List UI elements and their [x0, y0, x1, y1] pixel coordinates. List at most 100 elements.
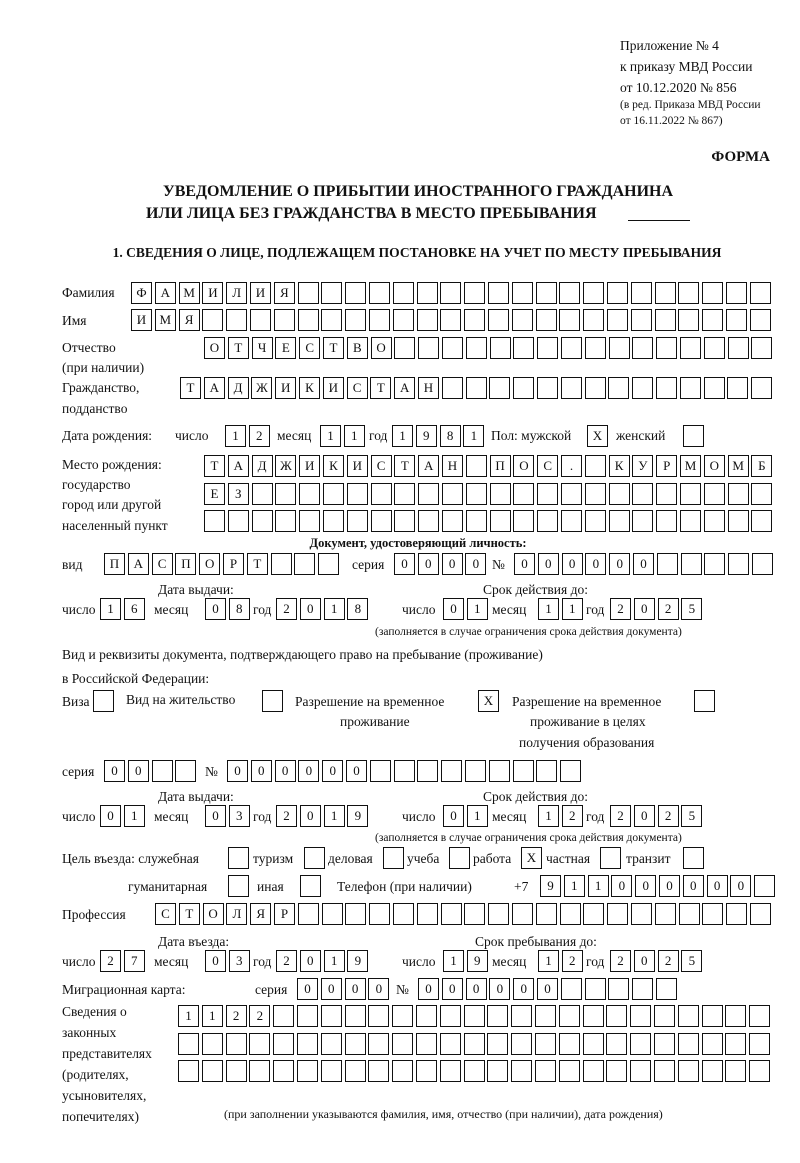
char-box[interactable] [513, 483, 535, 505]
char-box[interactable] [703, 510, 725, 532]
char-box[interactable] [677, 1005, 699, 1027]
char-box[interactable] [345, 282, 367, 304]
char-box[interactable] [344, 1060, 366, 1082]
char-box[interactable]: 2 [276, 805, 297, 827]
char-box[interactable] [323, 510, 344, 532]
birthplace-field-3[interactable] [204, 510, 775, 532]
char-box[interactable] [584, 510, 606, 532]
char-box[interactable] [321, 309, 343, 331]
char-box[interactable]: О [204, 337, 225, 359]
char-box[interactable] [299, 483, 321, 505]
purpose-business-checkbox[interactable] [383, 847, 407, 869]
char-box[interactable]: А [227, 455, 249, 477]
char-box[interactable] [513, 377, 535, 399]
purpose-transit-checkbox[interactable] [683, 847, 707, 869]
char-box[interactable]: 9 [540, 875, 561, 897]
char-box[interactable]: 1 [178, 1005, 199, 1027]
char-box[interactable] [416, 903, 438, 925]
char-box[interactable] [270, 553, 292, 575]
char-box[interactable] [701, 1033, 723, 1055]
char-box[interactable] [754, 875, 776, 897]
char-box[interactable]: 5 [681, 598, 703, 620]
char-box[interactable] [679, 377, 701, 399]
char-box[interactable] [297, 1060, 318, 1082]
char-box[interactable] [368, 1033, 390, 1055]
char-box[interactable] [607, 903, 629, 925]
char-box[interactable] [202, 309, 224, 331]
char-box[interactable] [656, 510, 678, 532]
char-box[interactable]: Т [204, 455, 225, 477]
char-box[interactable]: 0 [320, 978, 342, 1000]
char-box[interactable] [464, 903, 486, 925]
char-box[interactable]: Н [418, 377, 439, 399]
char-box[interactable]: 2 [657, 598, 679, 620]
char-box[interactable] [93, 690, 114, 712]
char-box[interactable]: 9 [347, 950, 369, 972]
char-box[interactable] [511, 1005, 533, 1027]
char-box[interactable] [370, 483, 392, 505]
char-box[interactable] [439, 1005, 461, 1027]
char-box[interactable] [656, 553, 678, 575]
char-box[interactable] [489, 377, 511, 399]
char-box[interactable]: 0 [537, 553, 559, 575]
char-box[interactable] [225, 1033, 247, 1055]
char-box[interactable]: 2 [225, 1005, 247, 1027]
char-box[interactable] [726, 309, 747, 331]
char-box[interactable] [442, 483, 463, 505]
char-box[interactable] [683, 847, 704, 869]
char-box[interactable] [464, 282, 486, 304]
char-box[interactable] [464, 309, 486, 331]
char-box[interactable] [727, 337, 749, 359]
char-box[interactable]: 1 [538, 598, 559, 620]
char-box[interactable]: 0 [730, 875, 752, 897]
char-box[interactable]: Т [227, 337, 249, 359]
char-box[interactable]: В [346, 337, 368, 359]
purpose-humanitarian-checkbox[interactable] [228, 875, 252, 897]
char-box[interactable]: 0 [297, 978, 318, 1000]
char-box[interactable] [416, 1005, 437, 1027]
char-box[interactable] [488, 903, 510, 925]
char-box[interactable]: 0 [100, 805, 121, 827]
char-box[interactable]: 2 [249, 1005, 271, 1027]
char-box[interactable] [608, 978, 630, 1000]
char-box[interactable]: К [608, 455, 630, 477]
char-box[interactable] [559, 309, 581, 331]
char-box[interactable]: Р [223, 553, 244, 575]
char-box[interactable]: Я [178, 309, 200, 331]
char-box[interactable]: 1 [323, 805, 345, 827]
char-box[interactable] [608, 337, 630, 359]
char-box[interactable] [558, 1033, 580, 1055]
char-box[interactable] [512, 760, 534, 782]
char-box[interactable]: О [202, 903, 224, 925]
char-box[interactable] [511, 1033, 533, 1055]
char-box[interactable] [749, 282, 771, 304]
char-box[interactable] [584, 455, 606, 477]
char-box[interactable] [694, 690, 715, 712]
char-box[interactable] [751, 510, 773, 532]
char-box[interactable]: 1 [538, 950, 559, 972]
char-box[interactable] [582, 1033, 604, 1055]
char-box[interactable] [727, 377, 749, 399]
char-box[interactable]: 2 [561, 805, 583, 827]
char-box[interactable] [297, 1033, 318, 1055]
char-box[interactable] [249, 1060, 271, 1082]
char-box[interactable]: 1 [320, 425, 341, 447]
purpose-work-checkbox[interactable]: X [521, 847, 545, 869]
char-box[interactable]: 1 [587, 875, 609, 897]
char-box[interactable] [320, 1005, 342, 1027]
char-box[interactable] [275, 510, 297, 532]
char-box[interactable]: М [727, 455, 749, 477]
char-box[interactable]: И [322, 377, 344, 399]
char-box[interactable] [725, 1033, 747, 1055]
char-box[interactable]: 0 [633, 950, 655, 972]
char-box[interactable] [440, 282, 462, 304]
char-box[interactable] [608, 377, 630, 399]
